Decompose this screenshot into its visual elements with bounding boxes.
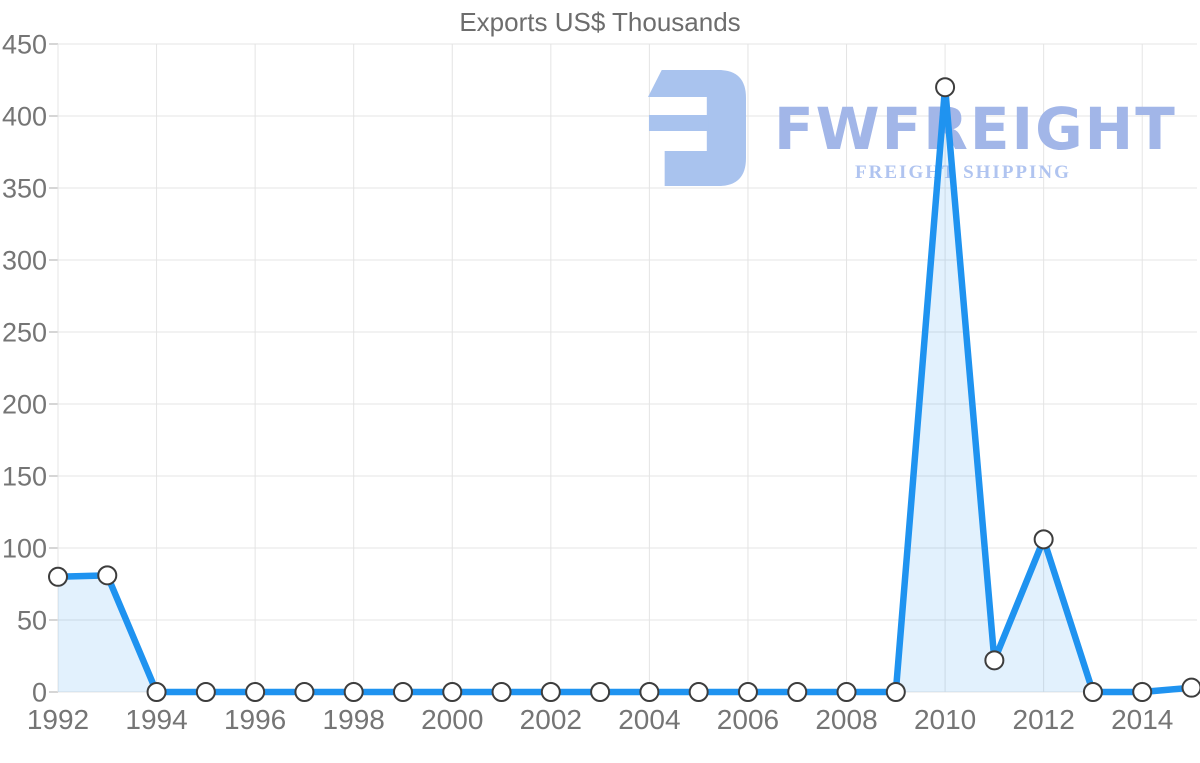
x-axis-label: 2010	[914, 704, 976, 735]
data-point-2013[interactable]	[1082, 682, 1103, 702]
data-point-2001[interactable]	[491, 682, 512, 702]
data-point-1998[interactable]	[343, 682, 364, 702]
data-point-2003[interactable]	[590, 682, 611, 702]
x-axis-label: 2004	[618, 704, 680, 735]
y-axis-label: 50	[17, 606, 47, 636]
data-point-2014[interactable]	[1132, 682, 1153, 702]
x-axis-label: 2012	[1013, 704, 1075, 735]
y-axis-label: 0	[32, 678, 47, 708]
data-point-1992[interactable]	[48, 566, 68, 587]
chart-title: Exports US$ Thousands	[459, 7, 741, 37]
watermark-brand-text: FWFREIGHT	[774, 95, 1177, 163]
x-axis-label: 1994	[125, 704, 187, 735]
data-point-2008[interactable]	[836, 682, 857, 702]
data-point-2009[interactable]	[885, 682, 906, 702]
data-point-2005[interactable]	[688, 682, 709, 702]
x-axis-label: 2000	[421, 704, 483, 735]
x-axis-label: 1992	[27, 704, 89, 735]
data-point-2004[interactable]	[639, 682, 660, 702]
fwfreight-logo-icon	[648, 70, 746, 186]
data-point-2002[interactable]	[540, 682, 561, 702]
y-axis-label: 400	[2, 102, 47, 132]
data-point-1994[interactable]	[146, 682, 167, 702]
x-axis-label: 1998	[323, 704, 385, 735]
x-axis-label: 1996	[224, 704, 286, 735]
x-axis-label: 2006	[717, 704, 779, 735]
data-point-1996[interactable]	[245, 682, 266, 702]
fwfreight-watermark: FWFREIGHT FREIGHT SHIPPING	[648, 70, 1177, 186]
data-point-2012[interactable]	[1033, 529, 1054, 550]
series-line[interactable]	[54, 83, 1195, 696]
y-axis-label: 150	[2, 462, 47, 492]
y-axis-label: 350	[2, 174, 47, 204]
data-point-2000[interactable]	[442, 682, 463, 702]
x-axis-label: 2014	[1111, 704, 1173, 735]
data-point-2007[interactable]	[787, 682, 808, 702]
data-point-2010[interactable]	[935, 77, 956, 98]
data-point-1999[interactable]	[392, 682, 413, 702]
data-point-1997[interactable]	[294, 682, 315, 702]
y-axis-label: 250	[2, 318, 47, 348]
data-point-1995[interactable]	[195, 682, 216, 702]
data-point-2006[interactable]	[737, 682, 758, 702]
data-point-2015[interactable]	[1181, 677, 1200, 698]
watermark-text-block: FWFREIGHT FREIGHT SHIPPING	[774, 70, 1177, 184]
watermark-tagline-text: FREIGHT SHIPPING	[855, 162, 1071, 183]
x-axis-label: 2002	[520, 704, 582, 735]
data-point-1993[interactable]	[97, 565, 118, 586]
y-axis-label: 200	[2, 390, 47, 420]
data-point-2011[interactable]	[984, 650, 1005, 671]
y-axis-label: 100	[2, 534, 47, 564]
y-axis-label: 300	[2, 246, 47, 276]
x-axis-label: 2008	[815, 704, 877, 735]
y-axis-label: 450	[2, 30, 47, 60]
